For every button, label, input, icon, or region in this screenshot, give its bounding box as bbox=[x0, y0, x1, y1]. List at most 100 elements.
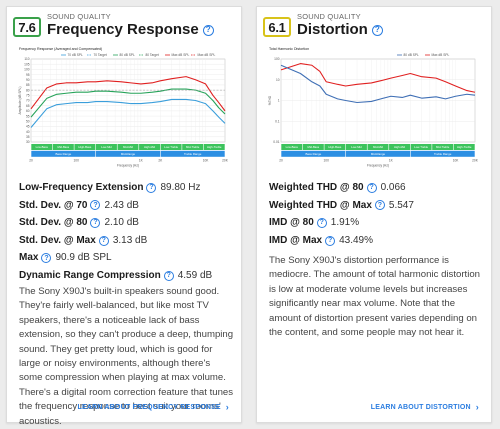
y-tick-label: 30 bbox=[26, 140, 30, 144]
band-range bbox=[95, 150, 161, 157]
chart-legend: 70 dB SPL 70 Target 80 dB SPL 80 Target Max … bbox=[61, 53, 215, 57]
measurement-value: 43.49% bbox=[339, 234, 374, 246]
y-axis-label: Amplitude (dB SPL) bbox=[18, 87, 22, 115]
band-label: High-Mid bbox=[394, 145, 406, 149]
measurement-label: Weighted THD @ 80 bbox=[269, 182, 364, 193]
band-label: Mid-Mid bbox=[123, 145, 133, 149]
band-label: Low-Treble bbox=[164, 145, 178, 149]
link-text: LEARN ABOUT FREQUENCY RESPONSE bbox=[77, 403, 221, 411]
distortion-card: 6.1 SOUND QUALITY Distortion ? Total Har… bbox=[256, 6, 492, 423]
help-icon[interactable]: ? bbox=[146, 182, 157, 193]
help-icon[interactable]: ? bbox=[163, 270, 174, 281]
y-tick-label: 70 bbox=[26, 99, 30, 103]
series-line-0 bbox=[280, 63, 476, 93]
band-segment bbox=[432, 144, 454, 150]
band-segment bbox=[95, 144, 117, 150]
series-line-0 bbox=[30, 76, 226, 112]
card-title: Frequency Response ? bbox=[47, 21, 214, 39]
legend-entry: 70 dB SPL bbox=[68, 53, 83, 57]
score-badge: 7.6 bbox=[13, 17, 41, 37]
help-icon[interactable]: ? bbox=[202, 24, 214, 36]
band-segment bbox=[345, 144, 367, 150]
measurement-row: Max? 90.9 dB SPL bbox=[19, 249, 241, 267]
help-icon[interactable]: ? bbox=[90, 217, 101, 228]
band-label: High-Treble bbox=[207, 145, 222, 149]
legend-entry: Max dB SPL bbox=[198, 53, 216, 57]
band-label: High-Mid bbox=[144, 145, 156, 149]
distortion-chart: Total Harmonic Distortion 80 dB SPL Max dB… bbox=[268, 47, 479, 167]
band-range bbox=[410, 150, 475, 157]
measurement-label: Std. Dev. @ 70 bbox=[19, 199, 88, 211]
legend-entry: Max dB SPL bbox=[172, 53, 190, 57]
y-tick-label: 85 bbox=[26, 83, 30, 87]
series-line-1 bbox=[30, 88, 226, 118]
frequency-response-header: 7.6 SOUND QUALITY Frequency Response ? bbox=[13, 12, 214, 42]
band-label: Mid-Treble bbox=[436, 145, 450, 149]
y-tick-label: 100 bbox=[274, 57, 280, 61]
band-label: Low-Bass bbox=[286, 145, 299, 149]
band-range-label: Treble Range bbox=[434, 152, 452, 156]
measurement-label: Weighted THD @ Max bbox=[269, 199, 372, 211]
band-segment bbox=[160, 144, 182, 150]
y-axis-label: %THD bbox=[268, 95, 272, 105]
chart-title: Frequency Response (Averaged and Compens… bbox=[19, 47, 102, 51]
band-range bbox=[345, 150, 411, 157]
band-range bbox=[31, 150, 96, 157]
help-icon[interactable]: ? bbox=[366, 182, 377, 193]
band-label: Mid-Bass bbox=[58, 145, 70, 149]
measurement-value: 90.9 dB SPL bbox=[55, 252, 112, 264]
help-icon[interactable]: ? bbox=[98, 235, 109, 246]
x-tick-label: 20 bbox=[279, 158, 283, 162]
learn-frequency-response-link[interactable]: LEARN ABOUT FREQUENCY RESPONSE › bbox=[78, 402, 230, 412]
measurement-value: 3.13 dB bbox=[112, 234, 148, 246]
x-tick-label: 10K bbox=[453, 158, 460, 162]
help-icon[interactable]: ? bbox=[371, 24, 383, 36]
measurement-label: IMD @ Max bbox=[269, 234, 323, 246]
x-axis-label: Frequency (Hz) bbox=[117, 163, 139, 167]
y-tick-label: 55 bbox=[26, 114, 30, 118]
measurement-row: Std. Dev. @ 70? 2.43 dB bbox=[19, 197, 241, 215]
band-segment bbox=[324, 144, 346, 150]
y-tick-label: 80 bbox=[26, 88, 30, 92]
y-tick-label: 75 bbox=[26, 94, 30, 98]
y-tick-label: 50 bbox=[26, 119, 30, 123]
y-tick-label: 0.1 bbox=[275, 119, 280, 123]
measurement-row: IMD @ 80? 1.91% bbox=[269, 214, 491, 232]
help-icon[interactable]: ? bbox=[374, 200, 385, 211]
title-text: Distortion bbox=[297, 21, 368, 38]
band-label: Mid-Mid bbox=[373, 145, 383, 149]
chart-title: Total Harmonic Distortion bbox=[269, 47, 309, 51]
band-segment bbox=[302, 144, 324, 150]
measurement-label: Std. Dev. @ 80 bbox=[19, 217, 88, 229]
frequency-response-description: The Sony X90J's built-in speakers sound … bbox=[19, 286, 234, 427]
x-tick-label: 100 bbox=[74, 158, 80, 162]
measurement-value: 2.10 dB bbox=[104, 217, 139, 229]
measurement-value: 2.43 dB bbox=[104, 199, 139, 211]
y-tick-label: 105 bbox=[24, 62, 30, 66]
help-icon[interactable]: ? bbox=[316, 217, 327, 228]
measurement-row: Dynamic Range Compression? 4.59 dB bbox=[19, 267, 241, 285]
frequency-response-measurements: Low-Frequency Extension? 89.80 Hz Std. Dev… bbox=[19, 179, 241, 285]
band-segment bbox=[389, 144, 411, 150]
y-tick-label: 40 bbox=[26, 130, 30, 134]
distortion-header: 6.1 SOUND QUALITY Distortion ? bbox=[263, 12, 383, 42]
band-label: Mid-Treble bbox=[186, 145, 200, 149]
learn-distortion-link[interactable]: LEARN ABOUT DISTORTION › bbox=[371, 402, 479, 412]
band-range-label: Mid-Range bbox=[121, 152, 136, 156]
band-label: High-Bass bbox=[328, 145, 342, 149]
band-segment bbox=[281, 144, 303, 150]
band-segment bbox=[410, 144, 432, 150]
band-label: Low-Mid bbox=[351, 145, 362, 149]
help-icon[interactable]: ? bbox=[90, 200, 101, 211]
band-segment bbox=[453, 144, 475, 150]
chart-legend: 80 dB SPL Max dB SPL bbox=[397, 53, 449, 57]
x-tick-label: 20 bbox=[29, 158, 33, 162]
band-segment bbox=[31, 144, 53, 150]
band-segment bbox=[139, 144, 161, 150]
chevron-right-icon: › bbox=[475, 402, 479, 412]
help-icon[interactable]: ? bbox=[41, 253, 52, 264]
x-tick-label: 1K bbox=[139, 158, 144, 162]
help-icon[interactable]: ? bbox=[325, 235, 336, 246]
legend-entry: Max dB SPL bbox=[432, 53, 450, 57]
band-label: High-Bass bbox=[78, 145, 92, 149]
